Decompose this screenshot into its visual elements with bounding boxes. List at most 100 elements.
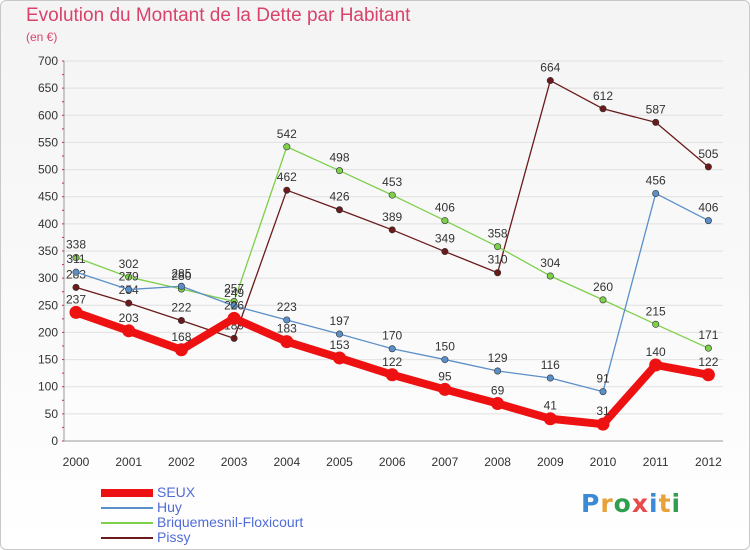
data-point: [283, 186, 291, 194]
data-label: 170: [382, 329, 402, 343]
y-tick-label: 100: [38, 380, 58, 394]
data-label: 406: [435, 201, 455, 215]
x-tick-label: 2001: [115, 455, 142, 469]
x-tick-label: 2011: [643, 455, 669, 469]
data-point: [335, 167, 343, 175]
data-label: 249: [224, 286, 244, 300]
legend-label: Huy: [157, 499, 182, 515]
data-point: [491, 397, 505, 411]
logo-letter: r: [600, 489, 614, 518]
data-label: 542: [277, 127, 297, 141]
data-label: 257: [224, 281, 244, 295]
logo-letter: x: [631, 489, 649, 518]
y-tick-label: 450: [38, 190, 58, 204]
data-label: 129: [488, 351, 508, 365]
data-point: [596, 417, 610, 431]
data-point: [335, 206, 343, 214]
data-point: [494, 367, 502, 375]
data-label: 453: [382, 175, 402, 189]
legend: SEUX Huy Briquemesnil-Floxicourt Pissy: [101, 485, 401, 545]
logo-letter: i: [649, 489, 659, 518]
data-point: [652, 320, 660, 328]
y-tick-label: 150: [38, 353, 58, 367]
x-tick-label: 2008: [484, 455, 511, 469]
data-point: [543, 412, 557, 426]
data-point: [72, 268, 80, 276]
data-label: 122: [698, 355, 718, 369]
data-point: [438, 382, 452, 396]
data-point: [385, 368, 399, 382]
data-point: [599, 105, 607, 113]
y-tick-label: 0: [51, 434, 58, 448]
data-label: 260: [593, 280, 613, 294]
data-label: 197: [329, 314, 349, 328]
data-point: [230, 302, 238, 310]
data-point: [335, 330, 343, 338]
legend-label: SEUX: [157, 484, 196, 500]
data-point: [652, 118, 660, 126]
data-point: [174, 343, 188, 357]
data-label: 406: [698, 201, 718, 215]
data-label: 91: [596, 372, 610, 386]
data-label: 122: [382, 355, 402, 369]
data-point: [125, 286, 133, 294]
y-tick-label: 50: [45, 407, 59, 421]
data-point: [122, 324, 136, 338]
data-label: 426: [329, 190, 349, 204]
data-point: [441, 248, 449, 256]
data-point: [388, 226, 396, 234]
data-label: 456: [646, 173, 666, 187]
data-label: 116: [541, 358, 560, 372]
data-label: 280: [171, 269, 191, 283]
data-point: [546, 77, 554, 85]
data-point: [649, 358, 663, 372]
y-tick-label: 500: [38, 163, 58, 177]
data-point: [177, 316, 185, 324]
logo-letter: P: [581, 489, 601, 518]
data-label: 168: [171, 330, 191, 344]
data-point: [652, 189, 660, 197]
x-tick-label: 2003: [221, 455, 248, 469]
data-label: 171: [698, 328, 718, 342]
x-tick-label: 2000: [63, 455, 90, 469]
y-tick-label: 400: [38, 217, 58, 231]
data-point: [72, 254, 80, 262]
data-point: [227, 311, 241, 325]
data-label: 237: [66, 292, 86, 306]
series-huy: 311 279 285 249 223 197 170 150 129 116 91 456 406: [66, 173, 719, 396]
series-seux: 237 203 168 226 183 153 122 95 69 41 31 140 122: [66, 292, 719, 431]
data-label: 69: [491, 384, 505, 398]
data-point: [494, 269, 502, 277]
data-point: [704, 163, 712, 171]
data-point: [230, 334, 238, 342]
data-point: [388, 345, 396, 353]
data-label: 153: [329, 338, 349, 352]
data-label: 612: [593, 89, 613, 103]
data-point: [177, 282, 185, 290]
legend-item: Huy: [101, 500, 401, 515]
y-tick-label: 550: [38, 135, 58, 149]
data-point: [701, 368, 715, 382]
data-point: [546, 272, 554, 280]
data-point: [546, 374, 554, 382]
legend-swatch: [101, 522, 153, 524]
y-tick-label: 300: [38, 271, 58, 285]
series-briquemesnil-floxicourt: 338 302 280 257 542 498 453 406 358 304 260 215 171: [66, 127, 719, 352]
legend-item: SEUX: [101, 485, 401, 500]
x-tick-label: 2004: [273, 455, 300, 469]
logo-letter: i: [671, 489, 682, 518]
x-tick-label: 2009: [537, 455, 564, 469]
data-point: [69, 305, 83, 319]
data-point: [125, 299, 133, 307]
x-tick-label: 2002: [168, 455, 195, 469]
y-tick-label: 650: [38, 81, 58, 95]
data-label: 358: [488, 227, 508, 241]
legend-swatch: [101, 489, 153, 497]
data-point: [280, 335, 294, 349]
data-point: [72, 283, 80, 291]
gridlines: [64, 60, 723, 442]
data-label: 226: [224, 298, 244, 312]
data-point: [125, 273, 133, 281]
data-label: 31: [596, 404, 610, 418]
data-point: [283, 143, 291, 151]
